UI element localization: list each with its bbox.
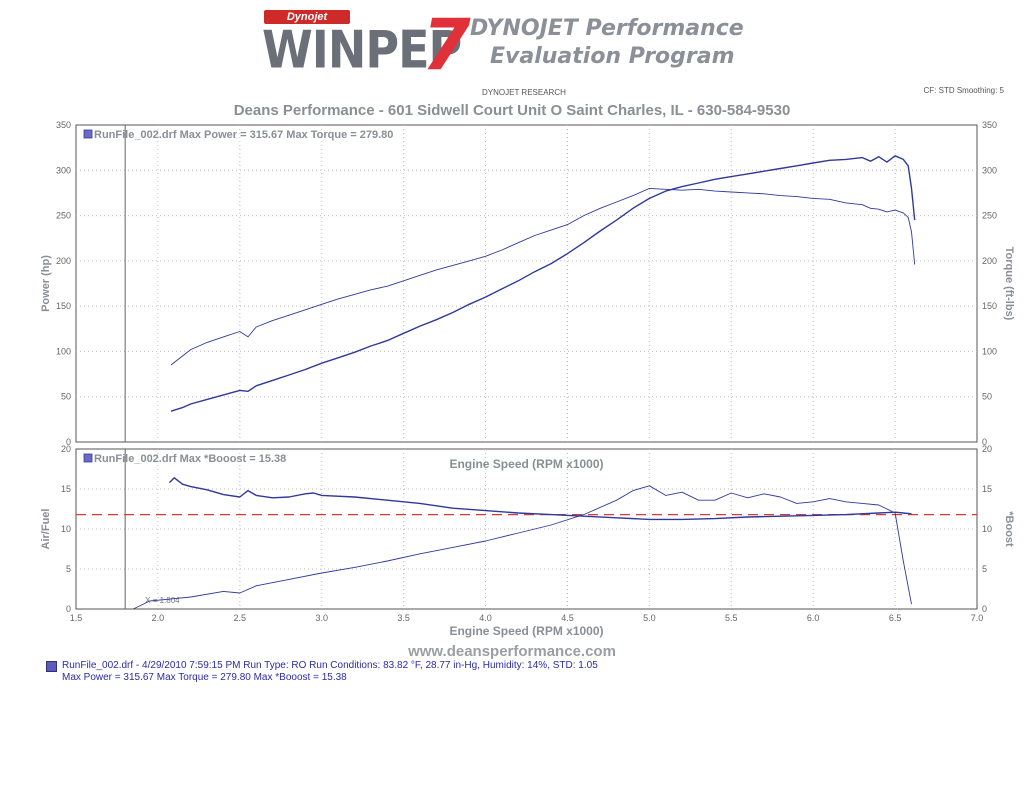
x-tick-label: 7.0	[971, 613, 984, 623]
website-label: www.deansperformance.com	[408, 643, 616, 660]
plot-frame	[75, 124, 978, 443]
logo-badge: Dynojet	[264, 10, 350, 24]
y2-tick-label: 250	[982, 211, 997, 221]
y-tick-label: 0	[66, 437, 71, 447]
rpm-marker-label: X = 1.804	[145, 596, 180, 605]
logo-version: 7	[422, 4, 471, 86]
legend-swatch	[83, 453, 93, 463]
y-tick-label: 150	[56, 301, 71, 311]
y-tick-label: 0	[66, 604, 71, 614]
y-tick-label: 15	[61, 484, 71, 494]
y2-axis-label: Torque (ft-lbs)	[1003, 247, 1015, 321]
x-tick-label: 6.5	[889, 613, 902, 623]
logo-tagline-2: Evaluation Program	[490, 44, 735, 69]
y-tick-label: 10	[61, 524, 71, 534]
plot-frame	[75, 448, 978, 610]
y2-tick-label: 150	[982, 301, 997, 311]
run-file-swatch	[46, 661, 57, 672]
y-tick-label: 50	[61, 392, 71, 402]
series-line-torque	[170, 187, 916, 366]
x-tick-label: 4.0	[479, 613, 492, 623]
y2-tick-label: 0	[982, 437, 987, 447]
legend-label: RunFile_002.drf Max Power = 315.67 Max T…	[94, 129, 393, 141]
series-line-air-fuel	[168, 477, 912, 521]
y-tick-label: 100	[56, 346, 71, 356]
y-tick-label: 250	[56, 211, 71, 221]
y2-tick-label: 300	[982, 165, 997, 175]
legend-swatch	[83, 129, 93, 139]
y-axis-label: Air/Fuel	[40, 509, 52, 550]
settings-label: CF: STD Smoothing: 5	[923, 86, 1004, 95]
x-tick-label: 3.5	[397, 613, 410, 623]
run-summary-line-2: Max Power = 315.67 Max Torque = 279.80 M…	[62, 672, 347, 683]
logo-tagline-1: DYNOJET Performance	[470, 16, 744, 41]
y-tick-label: 350	[56, 120, 71, 130]
y2-tick-label: 350	[982, 120, 997, 130]
y2-tick-label: 15	[982, 484, 992, 494]
y-tick-label: 20	[61, 444, 71, 454]
y2-tick-label: 50	[982, 392, 992, 402]
y-tick-label: 300	[56, 165, 71, 175]
x-tick-label: 5.0	[643, 613, 656, 623]
y-tick-label: 5	[66, 564, 71, 574]
logo-name: WINPEP	[262, 19, 462, 80]
x-tick-label: 2.5	[234, 613, 247, 623]
x-tick-label: 2.0	[152, 613, 165, 623]
shop-title: Deans Performance - 601 Sidwell Court Un…	[233, 102, 791, 119]
x-axis-label: Engine Speed (RPM x1000)	[449, 457, 603, 471]
y2-tick-label: 200	[982, 256, 997, 266]
x-tick-label: 3.0	[315, 613, 328, 623]
x-tick-label: 4.5	[561, 613, 574, 623]
winpep-logo: Dynojet WINPEP 7 DYNOJET Performance Eva…	[262, 4, 744, 86]
y2-tick-label: 100	[982, 346, 997, 356]
research-label: DYNOJET RESEARCH	[482, 88, 566, 97]
y2-axis-label: *Boost	[1003, 511, 1015, 547]
legend-label: RunFile_002.drf Max *Booost = 15.38	[94, 453, 286, 465]
y-tick-label: 200	[56, 256, 71, 266]
x-tick-label: 6.0	[807, 613, 820, 623]
x-tick-label: 5.5	[725, 613, 738, 623]
y-axis-label: Power (hp)	[40, 255, 52, 312]
y2-tick-label: 20	[982, 444, 992, 454]
y2-tick-label: 0	[982, 604, 987, 614]
run-summary-line-1: RunFile_002.drf - 4/29/2010 7:59:15 PM R…	[62, 660, 598, 671]
series-line--boost	[133, 485, 912, 610]
x-axis-label: Engine Speed (RPM x1000)	[449, 624, 603, 638]
series-line-power	[170, 155, 916, 412]
x-tick-label: 1.5	[70, 613, 83, 623]
y2-tick-label: 5	[982, 564, 987, 574]
y2-tick-label: 10	[982, 524, 992, 534]
